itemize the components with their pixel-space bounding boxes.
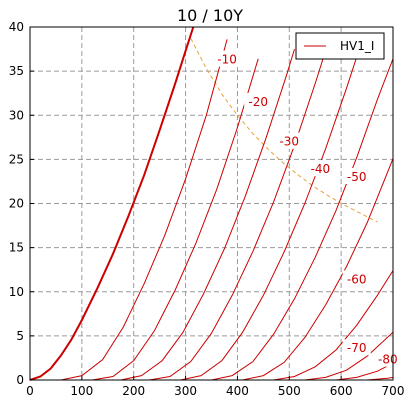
curve-label-bg xyxy=(342,339,371,356)
chart-title: 10 / 10Y xyxy=(177,6,243,25)
curve-label: -80 xyxy=(378,353,398,367)
grid-curve xyxy=(180,40,363,381)
x-tick-label: 400 xyxy=(226,384,249,398)
grid-curve xyxy=(335,362,394,381)
curve-label: -10 xyxy=(217,53,237,67)
plot-frame xyxy=(29,26,394,381)
y-tick-label: 30 xyxy=(9,108,24,122)
y-tick-label: 0 xyxy=(16,373,24,387)
y-tick-label: 15 xyxy=(9,241,24,255)
legend: HV1_I xyxy=(295,32,385,60)
curve-label-bg xyxy=(342,168,371,185)
curve-label: -70 xyxy=(347,341,367,355)
curve-label-bg xyxy=(342,270,371,287)
curve-label: -30 xyxy=(279,135,299,149)
curves xyxy=(29,26,394,381)
y-tick-label: 5 xyxy=(16,329,24,343)
x-tick-label: 600 xyxy=(330,384,353,398)
y-tick-label: 20 xyxy=(9,197,24,211)
grid-curve xyxy=(242,158,394,381)
y-tick-label: 25 xyxy=(9,152,24,166)
curve-label-bg xyxy=(244,93,273,110)
x-tick-label: 300 xyxy=(174,384,197,398)
grid-curve xyxy=(60,39,228,381)
grid-curve xyxy=(92,58,259,381)
curve-label-bg xyxy=(373,350,402,367)
series-line-hv1-i xyxy=(29,26,195,381)
grid-curve xyxy=(149,33,332,381)
grid-curve xyxy=(211,58,394,381)
x-tick-label: 700 xyxy=(382,384,405,398)
y-tick-label: 10 xyxy=(9,285,24,299)
x-tick-label: 100 xyxy=(70,384,93,398)
x-tick-label: 0 xyxy=(26,384,34,398)
curve-label: -40 xyxy=(311,162,331,176)
curve-label: -50 xyxy=(347,170,367,184)
grid-curve xyxy=(273,270,394,381)
axis-ticks: 0 100 200 300 400 500 600 700 0 5 10 15 20 25 30 35 40 xyxy=(9,20,405,398)
curve-labels: -10 -20 -30 -40 -50 -60 -70 -80 xyxy=(213,50,402,367)
legend-label: HV1_I xyxy=(340,39,374,53)
curve-label-bg xyxy=(275,132,304,149)
power-limit-curve xyxy=(190,38,378,223)
curve-label: -60 xyxy=(347,272,367,286)
grid-curve xyxy=(304,331,394,381)
y-tick-label: 35 xyxy=(9,64,24,78)
curve-label-bg xyxy=(306,160,335,177)
grid-curve xyxy=(120,48,295,381)
curve-label-bg xyxy=(213,50,242,67)
grid-curve xyxy=(367,376,394,381)
x-tick-label: 500 xyxy=(278,384,301,398)
curve-label: -20 xyxy=(248,95,268,109)
x-tick-label: 200 xyxy=(122,384,145,398)
y-tick-label: 40 xyxy=(9,20,24,34)
